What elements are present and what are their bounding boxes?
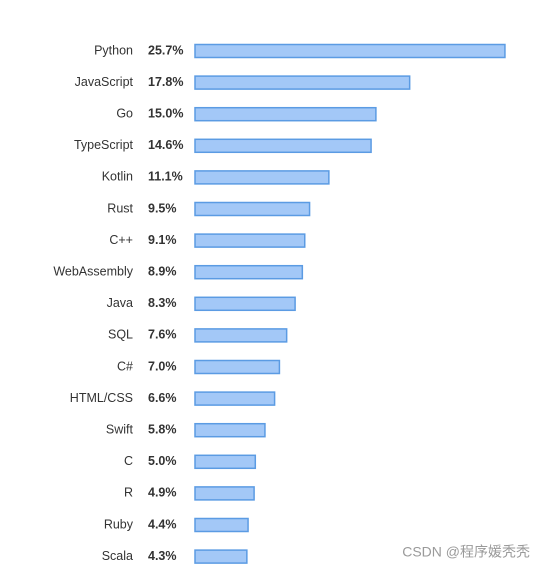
value-label: 5.8% <box>148 422 177 436</box>
category-label: Ruby <box>104 517 134 531</box>
category-label: Rust <box>107 201 133 215</box>
category-label: Go <box>116 106 133 120</box>
value-label: 4.3% <box>148 549 177 563</box>
category-label: Java <box>107 296 133 310</box>
value-label: 9.1% <box>148 233 177 247</box>
bar <box>194 391 276 406</box>
category-label: C# <box>117 359 133 373</box>
bar <box>194 43 506 59</box>
value-label: 11.1% <box>148 170 183 184</box>
bar <box>194 138 372 154</box>
bar <box>194 106 377 122</box>
value-label: 17.8% <box>148 75 183 89</box>
value-label: 4.9% <box>148 486 177 500</box>
bar <box>194 328 288 343</box>
watermark: CSDN @程序媛秃秃 <box>402 544 530 560</box>
category-label: WebAssembly <box>53 264 133 278</box>
category-label: Kotlin <box>102 170 133 184</box>
value-label: 6.6% <box>148 391 177 405</box>
value-label: 8.9% <box>148 264 177 278</box>
value-label: 7.6% <box>148 328 177 342</box>
bar <box>194 422 266 438</box>
category-label: R <box>124 486 133 500</box>
category-label: C++ <box>109 233 133 247</box>
bar <box>194 170 330 185</box>
category-label: C <box>124 454 133 468</box>
bar <box>194 486 255 501</box>
value-label: 4.4% <box>148 517 177 531</box>
bar <box>194 549 248 564</box>
value-label: 5.0% <box>148 454 177 468</box>
category-label: JavaScript <box>75 75 134 89</box>
bar <box>194 75 411 90</box>
category-label: Python <box>94 43 133 57</box>
bar <box>194 359 281 375</box>
value-label: 8.3% <box>148 296 177 310</box>
bar <box>194 233 306 248</box>
bar <box>194 454 257 470</box>
category-label: Swift <box>106 422 134 436</box>
category-label: HTML/CSS <box>70 391 133 405</box>
value-label: 14.6% <box>148 138 183 152</box>
category-label: TypeScript <box>74 138 134 152</box>
bar <box>194 201 311 217</box>
value-label: 15.0% <box>148 106 183 120</box>
category-label: Scala <box>102 549 133 563</box>
value-label: 7.0% <box>148 359 177 373</box>
bar <box>194 296 296 312</box>
value-label: 25.7% <box>148 43 183 57</box>
bar <box>194 517 249 533</box>
category-label: SQL <box>108 328 133 342</box>
value-label: 9.5% <box>148 201 177 215</box>
bar <box>194 264 304 280</box>
